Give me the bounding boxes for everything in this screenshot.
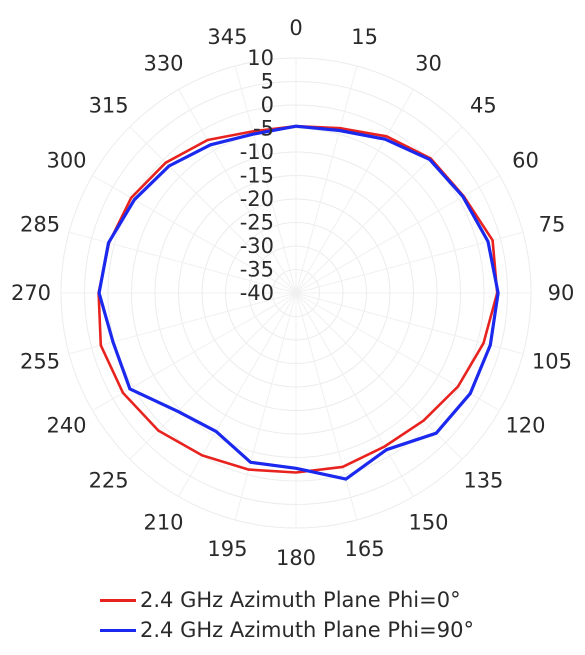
grid-spoke xyxy=(178,292,297,497)
grid-spoke xyxy=(129,292,297,460)
grid-spoke xyxy=(295,89,414,294)
grid-spoke xyxy=(295,65,358,294)
angle-tick-label: 30 xyxy=(415,52,442,76)
grid-spoke xyxy=(295,292,358,521)
angle-tick-label: 105 xyxy=(532,350,572,374)
radial-tick-label: -5 xyxy=(253,117,274,141)
grid-spoke xyxy=(295,231,524,294)
grid-spoke xyxy=(295,175,500,294)
grid-spoke xyxy=(234,65,297,294)
legend-label-phi-90: 2.4 GHz Azimuth Plane Phi=90° xyxy=(140,618,474,642)
legend-swatch-phi-90 xyxy=(100,628,136,632)
radial-tick-label: 10 xyxy=(247,46,274,70)
radial-tick-label: 5 xyxy=(261,70,274,94)
legend: 2.4 GHz Azimuth Plane Phi=0° 2.4 GHz Azi… xyxy=(100,585,570,645)
legend-label-phi-0: 2.4 GHz Azimuth Plane Phi=0° xyxy=(140,588,461,612)
radial-tick-label: -25 xyxy=(240,211,274,235)
grid-spoke xyxy=(295,292,500,411)
angle-tick-label: 90 xyxy=(548,281,575,305)
angle-tick-label: 315 xyxy=(89,94,129,118)
grid-spoke xyxy=(295,292,414,497)
angle-labels: 0 15 30 45 60 75 90 105 120 135 150 165 180 195 210 225… xyxy=(11,16,574,570)
angle-tick-label: 195 xyxy=(207,537,247,561)
radial-tick-label: -30 xyxy=(240,234,274,258)
grid-spoke xyxy=(92,292,297,411)
angle-tick-label: 75 xyxy=(539,212,566,236)
angle-tick-label: 285 xyxy=(20,212,60,236)
grid-spoke xyxy=(92,175,297,294)
radial-tick-label: -10 xyxy=(240,140,274,164)
angle-tick-label: 135 xyxy=(463,468,503,492)
angle-tick-label: 345 xyxy=(207,25,247,49)
legend-item-phi-0: 2.4 GHz Azimuth Plane Phi=0° xyxy=(100,585,570,615)
grid-spoke xyxy=(68,292,297,355)
angle-tick-label: 225 xyxy=(89,468,129,492)
grid-spoke xyxy=(129,126,297,294)
angle-tick-label: 270 xyxy=(11,281,51,305)
angle-tick-label: 150 xyxy=(408,510,448,534)
grid-spoke xyxy=(295,292,463,460)
angle-tick-label: 300 xyxy=(46,149,86,173)
series-line-1 xyxy=(97,124,500,481)
angle-tick-label: 120 xyxy=(505,414,545,438)
angle-tick-label: 180 xyxy=(276,546,316,570)
angle-tick-label: 210 xyxy=(143,510,183,534)
polar-chart: 0 15 30 45 60 75 90 105 120 135 150 165 180 195 210 225… xyxy=(11,16,574,570)
grid-spoke xyxy=(234,292,297,521)
grid-spoke xyxy=(68,231,297,294)
legend-swatch-phi-0 xyxy=(100,598,136,602)
angle-tick-label: 0 xyxy=(289,16,302,40)
angle-tick-label: 15 xyxy=(351,25,378,49)
radial-tick-label: -40 xyxy=(240,281,274,305)
grid-spoke xyxy=(295,292,524,355)
radial-tick-label: -35 xyxy=(240,258,274,282)
angle-tick-label: 165 xyxy=(345,537,385,561)
legend-item-phi-90: 2.4 GHz Azimuth Plane Phi=90° xyxy=(100,615,570,645)
angle-tick-label: 45 xyxy=(470,94,497,118)
radial-tick-label: 0 xyxy=(261,93,274,117)
grid-spoke xyxy=(178,89,297,294)
series-layer xyxy=(97,124,500,481)
radial-tick-label: -20 xyxy=(240,187,274,211)
angle-tick-label: 255 xyxy=(20,350,60,374)
grid-spoke xyxy=(295,126,463,294)
angle-tick-label: 330 xyxy=(143,52,183,76)
angle-tick-label: 240 xyxy=(46,414,86,438)
radial-tick-label: -15 xyxy=(240,164,274,188)
polar-grid xyxy=(60,57,532,529)
angle-tick-label: 60 xyxy=(512,149,539,173)
